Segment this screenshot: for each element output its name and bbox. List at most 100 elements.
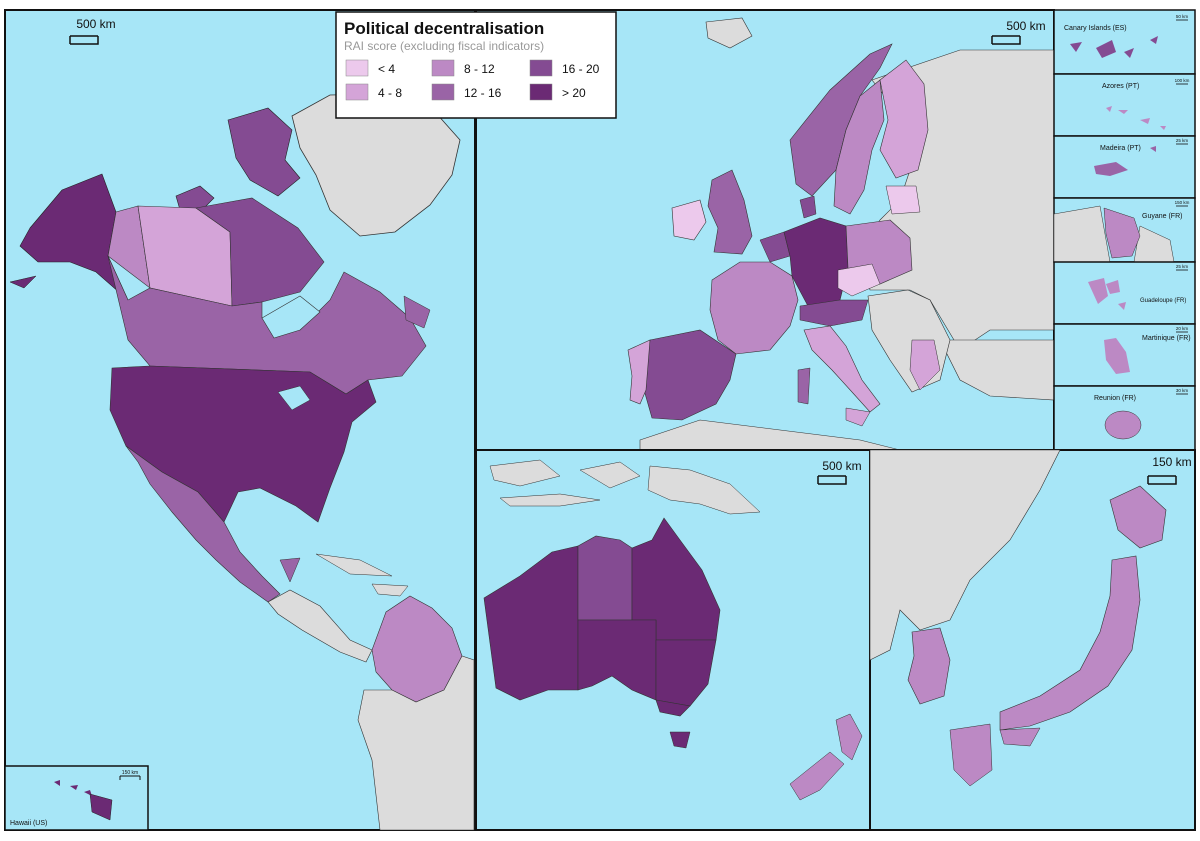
legend-title: Political decentralisation bbox=[344, 19, 544, 38]
central-america bbox=[267, 589, 373, 663]
legend-swatch-5 bbox=[529, 59, 553, 77]
scalebar-europe: 500 km bbox=[991, 19, 1046, 45]
hawaii-island-1 bbox=[54, 780, 60, 786]
cuba bbox=[315, 553, 393, 577]
inset-reunion-label: Reunion (FR) bbox=[1094, 395, 1136, 402]
inset-canary-frame bbox=[1053, 9, 1196, 75]
sulawesi bbox=[579, 461, 641, 489]
scalebar-east-asia: 150 km bbox=[1147, 455, 1192, 485]
inset-guyane-label: Guyane (FR) bbox=[1142, 213, 1182, 220]
new-zealand-south bbox=[789, 751, 845, 801]
scalebar-na-label: 500 km bbox=[76, 17, 115, 31]
legend-label-3: 8 - 12 bbox=[464, 62, 495, 76]
inset-guadeloupe-frame bbox=[1053, 261, 1196, 325]
scalebar-australia: 500 km bbox=[817, 459, 862, 485]
hawaii-island-2 bbox=[70, 785, 78, 790]
new-south-wales bbox=[655, 639, 717, 707]
marie-galante bbox=[1118, 302, 1126, 310]
azores-island-2 bbox=[1118, 110, 1128, 114]
denmark bbox=[799, 195, 817, 219]
hokkaido bbox=[1109, 485, 1167, 549]
victoria bbox=[655, 699, 691, 717]
czechia bbox=[837, 263, 881, 297]
azores-island-1 bbox=[1106, 106, 1112, 112]
sardinia bbox=[797, 367, 811, 405]
guadeloupe-basse-terre bbox=[1088, 278, 1108, 304]
greece bbox=[909, 339, 941, 391]
legend-subtitle: RAI score (excluding fiscal indicators) bbox=[344, 39, 544, 53]
legend-swatch-4 bbox=[431, 83, 455, 101]
madeira-island bbox=[1094, 162, 1128, 176]
inset-hawaii-frame bbox=[4, 765, 149, 831]
ireland bbox=[671, 199, 707, 241]
scalebar-australia-bracket bbox=[817, 475, 847, 485]
scalebar-guyane-label: 150 km bbox=[1175, 200, 1190, 205]
inset-guadeloupe-label: Guadeloupe (FR) bbox=[1140, 298, 1186, 304]
reunion-island bbox=[1104, 410, 1142, 440]
panel-east-asia bbox=[869, 449, 1196, 831]
canary-island-4 bbox=[1150, 36, 1158, 44]
canary-island-3 bbox=[1124, 48, 1134, 58]
scalebar-east-asia-bracket bbox=[1147, 475, 1177, 485]
south-america bbox=[357, 655, 475, 831]
yucatan bbox=[279, 557, 301, 583]
inset-hawaii-label: Hawaii (US) bbox=[10, 820, 47, 827]
austria-switzerland bbox=[799, 299, 869, 327]
insets-outermost: Canary Islands (ES) 50 km Azores (PT) 10… bbox=[1053, 9, 1196, 451]
scalebar-martinique-label: 20 km bbox=[1176, 326, 1189, 331]
panel-australia bbox=[475, 449, 871, 831]
inset-martinique-label: Martinique (FR) bbox=[1142, 335, 1191, 342]
tasmania bbox=[669, 731, 691, 749]
south-korea bbox=[907, 627, 951, 705]
scalebar-na-bracket bbox=[69, 35, 99, 45]
scalebar-europe-label: 500 km bbox=[1006, 19, 1045, 33]
suriname bbox=[1053, 205, 1111, 263]
scalebar-reunion-label: 30 km bbox=[1176, 388, 1189, 393]
portugal bbox=[627, 339, 651, 405]
scalebar-guadeloupe-label: 25 km bbox=[1176, 264, 1189, 269]
italy bbox=[803, 325, 881, 413]
china-russia-north-korea bbox=[869, 449, 1061, 661]
aleutian-islands bbox=[9, 275, 37, 289]
scalebar-azores-label: 100 km bbox=[1175, 78, 1190, 83]
legend-swatch-6 bbox=[529, 83, 553, 101]
legend-swatch-1 bbox=[345, 59, 369, 77]
legend-label-2: 4 - 8 bbox=[378, 86, 402, 100]
baltic-states bbox=[885, 185, 921, 215]
scalebar-europe-bracket bbox=[991, 35, 1021, 45]
united-kingdom bbox=[707, 169, 753, 255]
sumatra-borneo bbox=[489, 459, 561, 487]
scalebar-north-america: 500 km bbox=[69, 17, 116, 45]
newfoundland bbox=[403, 295, 431, 329]
legend-label-4: 12 - 16 bbox=[464, 86, 502, 100]
scalebar-canary-label: 50 km bbox=[1176, 14, 1189, 19]
scalebar-hawaii-label: 150 km bbox=[122, 770, 138, 776]
porto-santo bbox=[1150, 146, 1156, 152]
legend-label-1: < 4 bbox=[378, 62, 395, 76]
sicily bbox=[845, 407, 871, 427]
inset-azores-label: Azores (PT) bbox=[1102, 83, 1139, 90]
guadeloupe-grande-terre bbox=[1106, 280, 1120, 294]
canary-island-2 bbox=[1096, 40, 1116, 58]
inset-canary-label: Canary Islands (ES) bbox=[1064, 25, 1127, 32]
hawaii-big-island bbox=[89, 793, 113, 821]
arctic-islands bbox=[227, 107, 301, 197]
scalebar-east-asia-label: 150 km bbox=[1152, 455, 1191, 469]
hispaniola bbox=[371, 583, 409, 597]
hudson-bay bbox=[261, 295, 321, 339]
legend-box bbox=[335, 11, 617, 119]
finland bbox=[879, 59, 929, 179]
france bbox=[709, 261, 799, 355]
new-guinea bbox=[647, 465, 761, 515]
inset-hawaii: 150 km Hawaii (US) bbox=[4, 765, 149, 831]
shikoku bbox=[999, 727, 1041, 747]
panel-north-america bbox=[4, 9, 476, 831]
scalebar-madeira-label: 25 km bbox=[1176, 138, 1189, 143]
sweden bbox=[833, 79, 885, 215]
legend-label-5: 16 - 20 bbox=[562, 62, 600, 76]
martinique-island bbox=[1104, 338, 1130, 374]
canary-island-1 bbox=[1070, 42, 1082, 52]
legend-swatch-3 bbox=[431, 59, 455, 77]
